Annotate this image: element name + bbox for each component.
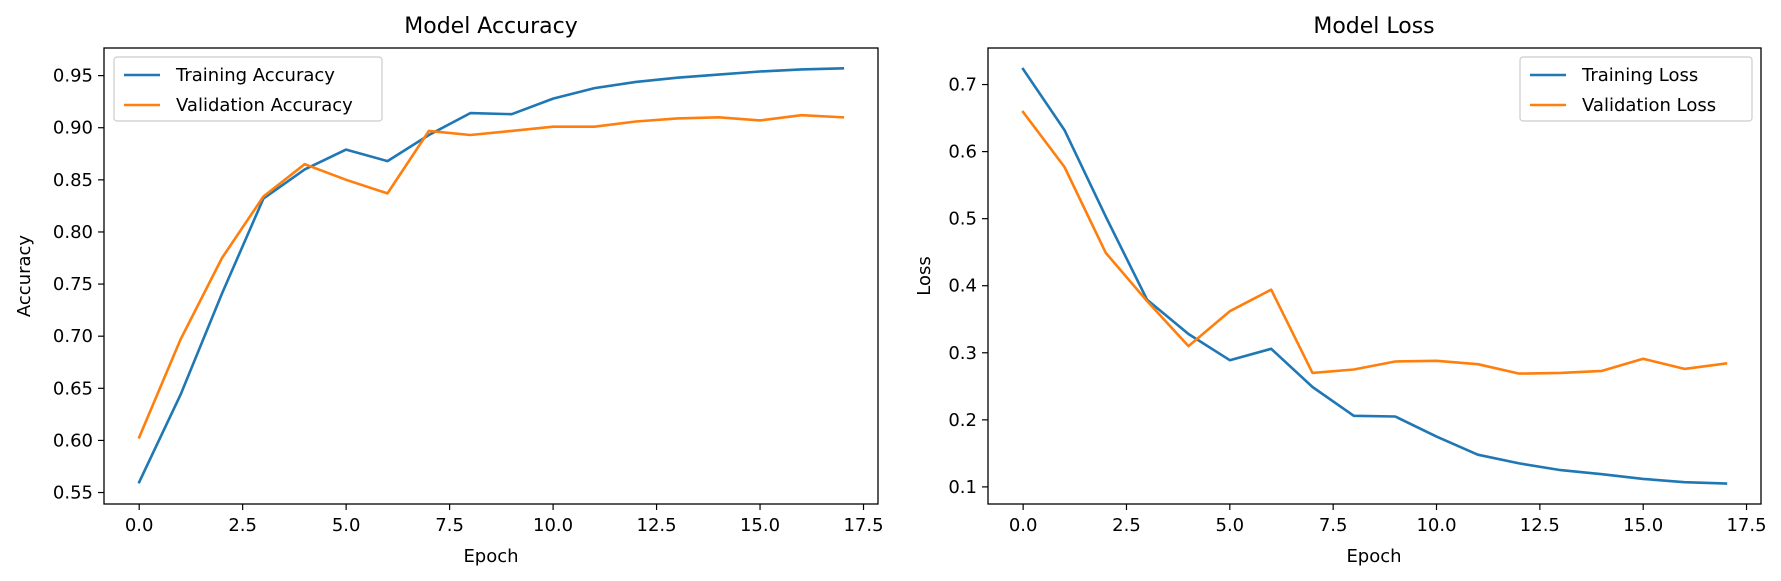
loss-legend-label-validation: Validation Loss bbox=[1582, 95, 1716, 116]
loss-x-tick-label: 2.5 bbox=[1112, 515, 1141, 536]
accuracy-chart: Model Accuracy 0.0 2.5 5.0 7.5 10.0 12.5 15.0 1… bbox=[14, 14, 884, 567]
accuracy-series-layer bbox=[137, 66, 845, 484]
loss-series-line-validation bbox=[1021, 110, 1728, 375]
loss-chart-title: Model Loss bbox=[1313, 14, 1434, 39]
accuracy-y-axis-label: Accuracy bbox=[14, 235, 35, 318]
loss-y-tick-label: 0.7 bbox=[948, 75, 977, 96]
loss-x-axis-label: Epoch bbox=[1346, 546, 1401, 567]
accuracy-series-line-validation bbox=[137, 113, 845, 440]
loss-y-axis-label: Loss bbox=[914, 256, 935, 295]
accuracy-y-tick-label: 0.55 bbox=[53, 483, 93, 504]
accuracy-y-tick-label: 0.60 bbox=[53, 430, 93, 451]
accuracy-y-tick-label: 0.95 bbox=[53, 66, 93, 87]
accuracy-series-line-training bbox=[137, 66, 845, 484]
accuracy-y-tick-label: 0.75 bbox=[53, 274, 93, 295]
loss-y-tick-label: 0.3 bbox=[948, 343, 977, 364]
loss-y-tick-label: 0.2 bbox=[948, 410, 977, 431]
loss-x-tick-label: 5.0 bbox=[1216, 515, 1245, 536]
loss-x-tick-label: 15.0 bbox=[1623, 515, 1663, 536]
loss-x-tick-label: 12.5 bbox=[1520, 515, 1560, 536]
loss-y-tick-label: 0.5 bbox=[948, 209, 977, 230]
accuracy-x-tick-label: 15.0 bbox=[740, 515, 780, 536]
accuracy-x-tick-label: 10.0 bbox=[533, 515, 573, 536]
accuracy-x-tick-label: 2.5 bbox=[228, 515, 257, 536]
accuracy-x-tick-label: 12.5 bbox=[637, 515, 677, 536]
loss-x-tick-label: 7.5 bbox=[1319, 515, 1348, 536]
loss-y-ticks: 0.1 0.2 0.3 0.4 0.5 0.6 0.7 bbox=[948, 75, 988, 498]
loss-plot-frame bbox=[987, 47, 1762, 505]
loss-x-ticks: 0.0 2.5 5.0 7.5 10.0 12.5 15.0 17.5 bbox=[1009, 504, 1767, 536]
accuracy-chart-title: Model Accuracy bbox=[404, 14, 578, 39]
accuracy-x-ticks: 0.0 2.5 5.0 7.5 10.0 12.5 15.0 17.5 bbox=[125, 504, 884, 536]
accuracy-x-tick-label: 17.5 bbox=[843, 515, 883, 536]
accuracy-x-axis-label: Epoch bbox=[463, 546, 518, 567]
accuracy-y-tick-label: 0.80 bbox=[53, 222, 93, 243]
loss-series-layer bbox=[1021, 67, 1728, 485]
accuracy-y-tick-label: 0.65 bbox=[53, 378, 93, 399]
accuracy-y-tick-label: 0.70 bbox=[53, 326, 93, 347]
loss-legend-box bbox=[1519, 56, 1753, 122]
accuracy-plot-frame bbox=[103, 47, 879, 505]
accuracy-legend-label-training: Training Accuracy bbox=[175, 65, 335, 86]
loss-y-tick-label: 0.6 bbox=[948, 142, 977, 163]
loss-legend: Training Loss Validation Loss bbox=[1519, 56, 1753, 122]
loss-chart: Model Loss 0.0 2.5 5.0 7.5 10.0 12.5 15.0 17.5 … bbox=[914, 14, 1767, 567]
accuracy-y-ticks: 0.55 0.60 0.65 0.70 0.75 0.80 0.85 0.90 0.95 bbox=[53, 66, 104, 504]
accuracy-x-tick-label: 0.0 bbox=[125, 515, 154, 536]
loss-y-tick-label: 0.1 bbox=[948, 477, 977, 498]
loss-y-tick-label: 0.4 bbox=[948, 276, 977, 297]
accuracy-x-tick-label: 5.0 bbox=[332, 515, 361, 536]
loss-legend-label-training: Training Loss bbox=[1581, 65, 1698, 86]
accuracy-legend-label-validation: Validation Accuracy bbox=[176, 95, 353, 116]
accuracy-y-tick-label: 0.85 bbox=[53, 170, 93, 191]
accuracy-x-tick-label: 7.5 bbox=[435, 515, 464, 536]
accuracy-legend: Training Accuracy Validation Accuracy bbox=[113, 56, 383, 122]
loss-series-line-training bbox=[1021, 67, 1728, 485]
loss-x-tick-label: 0.0 bbox=[1009, 515, 1038, 536]
loss-x-tick-label: 10.0 bbox=[1416, 515, 1456, 536]
accuracy-legend-box bbox=[113, 56, 383, 122]
loss-x-tick-label: 17.5 bbox=[1726, 515, 1766, 536]
accuracy-y-tick-label: 0.90 bbox=[53, 118, 93, 139]
